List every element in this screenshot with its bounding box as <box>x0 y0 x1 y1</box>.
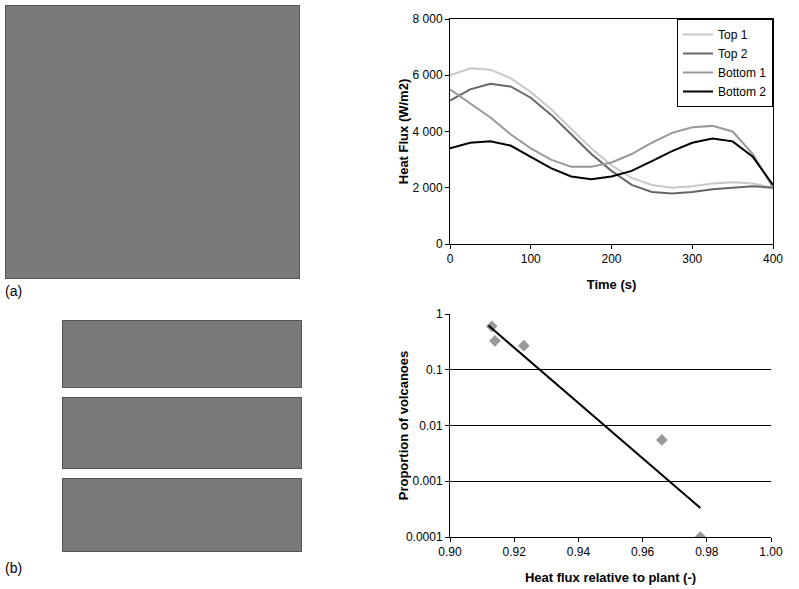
svg-text:0.001: 0.001 <box>413 474 443 488</box>
svg-text:1.00: 1.00 <box>759 545 783 559</box>
svg-text:300: 300 <box>682 252 702 266</box>
svg-text:4 000: 4 000 <box>413 125 443 139</box>
svg-text:0: 0 <box>436 237 443 251</box>
svg-text:Heat Flux (W/m2): Heat Flux (W/m2) <box>396 79 411 184</box>
svg-text:Top 2: Top 2 <box>718 47 748 61</box>
svg-text:0.94: 0.94 <box>567 545 591 559</box>
svg-text:Proportion of volcanoes: Proportion of volcanoes <box>396 351 411 501</box>
svg-text:Heat flux relative to plant (-: Heat flux relative to plant (-) <box>525 570 696 585</box>
svg-text:0.0001: 0.0001 <box>406 530 443 544</box>
svg-text:100: 100 <box>521 252 541 266</box>
svg-text:0.96: 0.96 <box>631 545 655 559</box>
svg-text:Bottom 2: Bottom 2 <box>718 85 766 99</box>
svg-text:200: 200 <box>601 252 621 266</box>
html-text:(b): (b) <box>5 560 23 576</box>
svg-text:8 000: 8 000 <box>413 12 443 26</box>
svg-text:Time (s): Time (s) <box>587 277 637 292</box>
svg-text:0.1: 0.1 <box>426 363 443 377</box>
svg-text:400: 400 <box>763 252 783 266</box>
svg-text:0.92: 0.92 <box>503 545 527 559</box>
html-text:(a): (a) <box>5 283 23 299</box>
svg-text:0: 0 <box>447 252 454 266</box>
svg-text:0.01: 0.01 <box>419 419 443 433</box>
svg-text:0.90: 0.90 <box>438 545 462 559</box>
svg-text:6 000: 6 000 <box>413 68 443 82</box>
svg-text:0.98: 0.98 <box>695 545 719 559</box>
svg-text:1: 1 <box>436 307 443 321</box>
svg-text:2 000: 2 000 <box>413 181 443 195</box>
svg-text:Top 1: Top 1 <box>718 28 748 42</box>
svg-text:Bottom 1: Bottom 1 <box>718 66 766 80</box>
